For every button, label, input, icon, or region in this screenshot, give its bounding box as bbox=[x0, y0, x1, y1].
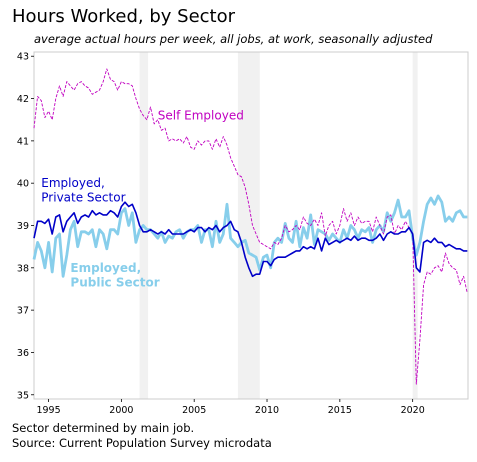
x-tick-label-2005: 2005 bbox=[182, 405, 206, 416]
y-tick-label-42: 42 bbox=[17, 94, 29, 105]
series-line-employed-public-sector bbox=[32, 194, 468, 278]
series-label-3-line-1: Employed, bbox=[70, 261, 141, 275]
series-line-employed-private-sector bbox=[33, 201, 468, 278]
y-tick-label-38: 38 bbox=[17, 263, 29, 274]
recession-shading bbox=[139, 52, 418, 399]
chart-title: Hours Worked, by Sector bbox=[12, 6, 236, 27]
y-tick-label-43: 43 bbox=[17, 52, 29, 63]
y-tick-label-37: 37 bbox=[17, 306, 29, 317]
y-tick-label-36: 36 bbox=[17, 348, 29, 359]
series-label-2-line-2: Private Sector bbox=[41, 191, 125, 205]
series-lines bbox=[32, 68, 468, 385]
chart-subtitle: average actual hours per week, all jobs,… bbox=[34, 32, 433, 46]
chart-area: 35 36 37 38 39 40 41 42 43 1995 2000 2005 2010 2015 20… bbox=[17, 51, 469, 416]
series-label-2-line-1: Employed, bbox=[41, 176, 104, 190]
footnote: Sector determined by main job. Source: C… bbox=[12, 421, 272, 451]
recession-band-3 bbox=[412, 52, 418, 399]
x-tick-label-1995: 1995 bbox=[36, 405, 60, 416]
x-tick-label-2020: 2020 bbox=[401, 405, 425, 416]
y-tick-label-40: 40 bbox=[17, 179, 29, 190]
series-line-self-employed bbox=[33, 68, 468, 385]
series-label-1-line-1: Self Employed bbox=[158, 108, 244, 122]
y-tick-label-41: 41 bbox=[17, 136, 29, 147]
footnote-line-1: Sector determined by main job. bbox=[12, 421, 195, 435]
x-tick-label-2015: 2015 bbox=[328, 405, 352, 416]
x-tick-label-2000: 2000 bbox=[109, 405, 133, 416]
y-tick-label-39: 39 bbox=[17, 221, 29, 232]
x-tick-label-2010: 2010 bbox=[255, 405, 279, 416]
footnote-line-2: Source: Current Population Survey microd… bbox=[12, 436, 272, 450]
y-tick-label-35: 35 bbox=[17, 390, 29, 401]
series-label-3-line-2: Public Sector bbox=[70, 275, 159, 289]
axes: 35 36 37 38 39 40 41 42 43 1995 2000 2005 2010 2015 20… bbox=[17, 52, 425, 416]
recession-band-2 bbox=[237, 52, 260, 399]
